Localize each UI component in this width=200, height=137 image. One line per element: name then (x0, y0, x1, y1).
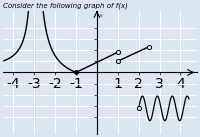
Text: Consider the following graph of f(x): Consider the following graph of f(x) (3, 3, 128, 9)
Text: 5: 5 (100, 14, 103, 18)
